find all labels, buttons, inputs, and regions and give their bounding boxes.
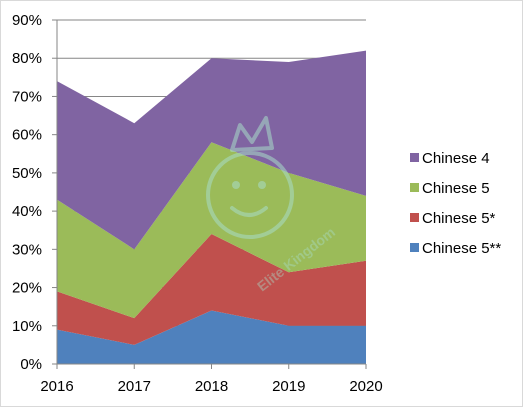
area-chinese-5star xyxy=(57,234,366,345)
legend: Chinese 4 Chinese 5 Chinese 5* Chinese 5** xyxy=(410,150,501,257)
y-tick-label: 60% xyxy=(12,127,42,144)
x-tick-label: 2019 xyxy=(272,378,305,395)
axes: 0% 10% 20% 30% 40% 50% 60% 70% 80% 90% 2016 2017 201… xyxy=(12,12,383,395)
y-tick-label: 50% xyxy=(12,165,42,182)
watermark-eye-icon xyxy=(232,181,240,189)
x-tick-label: 2020 xyxy=(349,378,382,395)
legend-label-chinese-5starstar: Chinese 5** xyxy=(422,240,501,257)
watermark-eye-icon xyxy=(258,181,266,189)
x-tick-label: 2016 xyxy=(40,378,73,395)
area-chinese-5starstar xyxy=(57,310,366,364)
x-tick-label: 2018 xyxy=(195,378,228,395)
area-chinese-4 xyxy=(57,50,366,250)
y-tick-label: 90% xyxy=(12,12,42,29)
legend-label-chinese-4: Chinese 4 xyxy=(422,150,490,167)
x-tick-label: 2017 xyxy=(118,378,151,395)
y-tick-label: 30% xyxy=(12,241,42,258)
y-tick-label: 80% xyxy=(12,50,42,67)
series-areas xyxy=(57,50,366,364)
legend-label-chinese-5star: Chinese 5* xyxy=(422,210,496,227)
area-chinese-5 xyxy=(57,142,366,319)
y-tick-label: 10% xyxy=(12,318,42,335)
watermark-face-icon xyxy=(206,151,294,239)
legend-swatch-chinese-5starstar xyxy=(410,243,419,252)
y-tick-label: 70% xyxy=(12,88,42,105)
legend-swatch-chinese-4 xyxy=(410,153,419,162)
y-tick-label: 20% xyxy=(12,280,42,297)
watermark-crown-icon xyxy=(230,116,274,152)
legend-swatch-chinese-5 xyxy=(410,183,419,192)
watermark-smile-icon xyxy=(230,206,268,217)
legend-swatch-chinese-5star xyxy=(410,213,419,222)
legend-label-chinese-5: Chinese 5 xyxy=(422,180,490,197)
y-tick-label: 40% xyxy=(12,203,42,220)
y-tick-label: 0% xyxy=(20,356,42,373)
